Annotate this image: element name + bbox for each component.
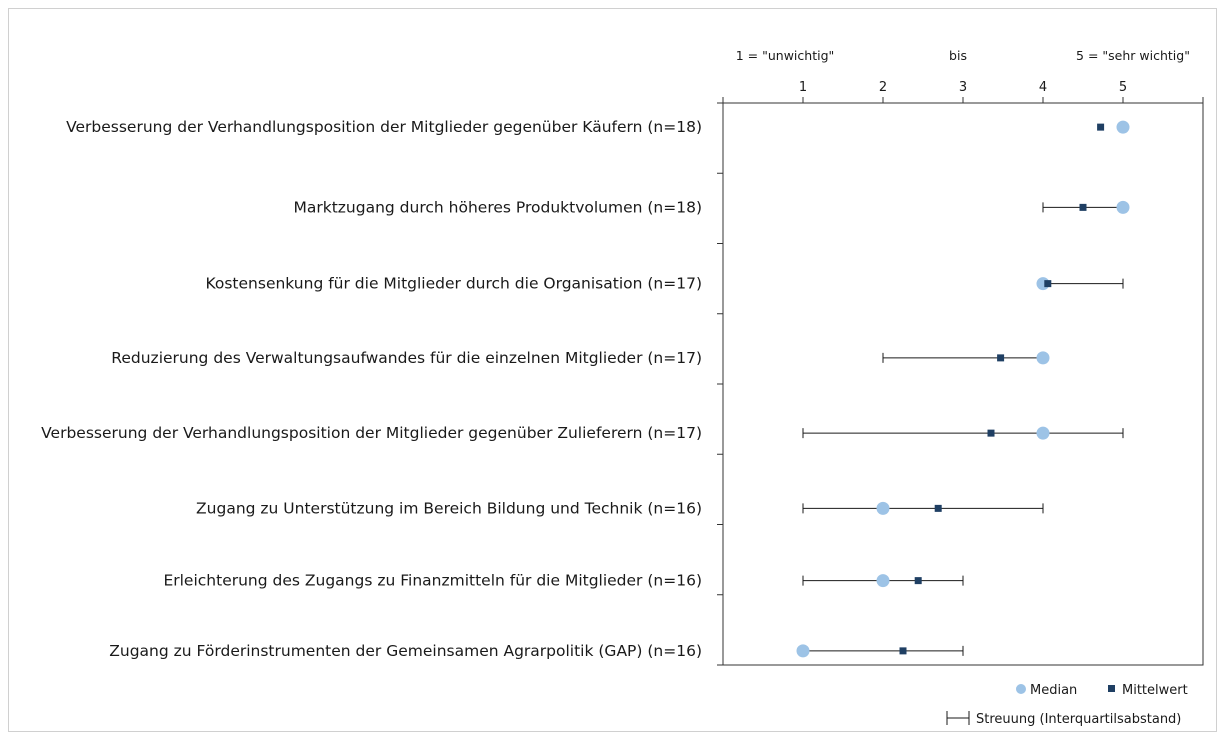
legend: Median Mittelwert Streuung (Interquartil… [946, 683, 1188, 727]
mean-point [1097, 123, 1105, 131]
legend-mean-marker [1108, 685, 1115, 692]
mean-point [997, 354, 1005, 362]
median-point [1116, 200, 1130, 214]
x-tick-label: 1 [799, 80, 807, 95]
category-label: Reduzierung des Verwaltungsaufwandes für… [111, 349, 702, 367]
mean-point [899, 647, 907, 655]
mean-point [1044, 280, 1052, 288]
scale-middle-label: bis [949, 48, 967, 63]
mean-point [934, 504, 942, 512]
scale-right-label: 5 = "sehr wichtig" [1076, 48, 1190, 63]
median-point [876, 574, 890, 588]
x-tick-label: 2 [879, 80, 887, 95]
x-tick-label: 5 [1119, 80, 1127, 95]
category-separators [717, 102, 723, 666]
category-label: Kostensenkung für die Mitglieder durch d… [205, 275, 702, 293]
scale-left-label: 1 = "unwichtig" [736, 48, 835, 63]
iqr-ranges [802, 202, 1124, 656]
category-label: Erleichterung des Zugangs zu Finanzmitte… [163, 572, 702, 590]
chart-frame [8, 8, 1217, 732]
category-label: Zugang zu Unterstützung im Bereich Bildu… [196, 499, 702, 517]
mean-point [914, 577, 922, 585]
category-label: Marktzugang durch höheres Produktvolumen… [294, 198, 703, 216]
category-label: Verbesserung der Verhandlungsposition de… [41, 424, 702, 442]
category-label: Zugang zu Förderinstrumenten der Gemeins… [109, 642, 702, 660]
median-point [1036, 426, 1050, 440]
median-markers [796, 120, 1130, 658]
mean-point [1079, 203, 1087, 211]
x-axis-ticks: 1 2 3 4 5 [722, 80, 1204, 103]
mean-markers [899, 123, 1105, 655]
legend-iqr-marker [946, 711, 970, 725]
x-tick-label: 4 [1039, 80, 1047, 95]
legend-median-marker [1016, 684, 1026, 694]
legend-mean-label: Mittelwert [1122, 683, 1188, 698]
median-point [1116, 120, 1130, 134]
x-tick-label: 3 [959, 80, 967, 95]
median-point [876, 501, 890, 515]
category-labels: Verbesserung der Verhandlungsposition de… [41, 118, 702, 660]
legend-iqr-label: Streuung (Interquartilsabstand) [976, 712, 1181, 727]
legend-median-label: Median [1030, 683, 1077, 698]
median-point [796, 644, 810, 658]
mean-point [987, 429, 995, 437]
median-point [1036, 351, 1050, 365]
category-label: Verbesserung der Verhandlungsposition de… [66, 118, 702, 136]
